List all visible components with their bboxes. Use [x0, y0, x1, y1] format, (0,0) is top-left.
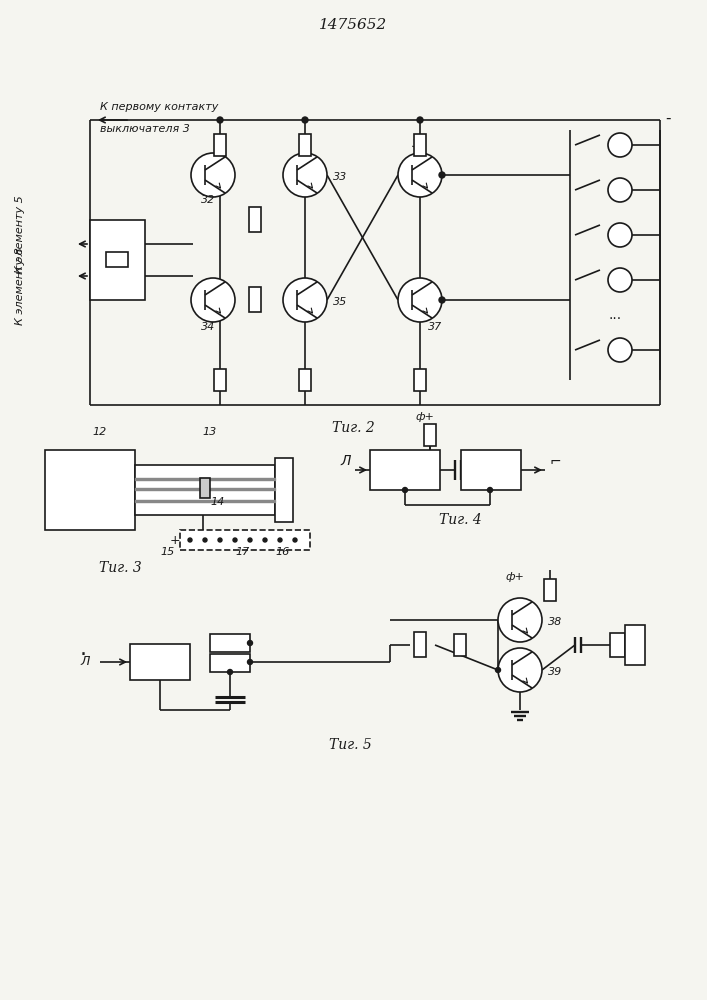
- Text: Τиг. 5: Τиг. 5: [329, 738, 371, 752]
- Circle shape: [233, 538, 237, 542]
- Text: ф+: ф+: [505, 572, 524, 582]
- Circle shape: [488, 488, 493, 492]
- Bar: [249, 287, 261, 312]
- Bar: [299, 369, 311, 391]
- Circle shape: [417, 117, 423, 123]
- Circle shape: [608, 133, 632, 157]
- Polygon shape: [625, 625, 645, 665]
- Circle shape: [203, 538, 207, 542]
- Circle shape: [496, 668, 501, 672]
- Text: 12: 12: [93, 427, 107, 437]
- Circle shape: [191, 153, 235, 197]
- Text: ф+: ф+: [415, 412, 434, 422]
- Text: 37: 37: [428, 322, 443, 332]
- Bar: [200, 478, 210, 498]
- Bar: [275, 458, 293, 522]
- Bar: [130, 644, 190, 680]
- Text: -: -: [665, 110, 670, 125]
- Text: 13: 13: [203, 427, 217, 437]
- Circle shape: [398, 278, 442, 322]
- Bar: [299, 134, 311, 156]
- Text: 16: 16: [275, 547, 289, 557]
- Text: 35: 35: [333, 297, 347, 307]
- Bar: [544, 579, 556, 601]
- Bar: [106, 252, 128, 267]
- Text: Л: Л: [80, 655, 89, 668]
- Circle shape: [248, 538, 252, 542]
- Bar: [135, 465, 275, 515]
- Circle shape: [398, 153, 442, 197]
- Text: 34: 34: [201, 322, 215, 332]
- Circle shape: [228, 670, 233, 674]
- Circle shape: [278, 538, 282, 542]
- Circle shape: [263, 538, 267, 542]
- Circle shape: [608, 338, 632, 362]
- Circle shape: [247, 641, 252, 646]
- Text: ...: ...: [609, 308, 621, 322]
- Circle shape: [293, 538, 297, 542]
- Bar: [210, 654, 250, 672]
- Bar: [214, 134, 226, 156]
- Bar: [210, 634, 250, 652]
- Text: 15: 15: [160, 547, 174, 557]
- Text: 17: 17: [235, 547, 250, 557]
- Text: ⌐: ⌐: [550, 454, 561, 468]
- Text: 1475652: 1475652: [319, 18, 387, 32]
- Bar: [414, 632, 426, 657]
- Text: 38: 38: [548, 617, 562, 627]
- Text: К элементу 5: К элементу 5: [15, 195, 25, 273]
- Circle shape: [247, 660, 252, 664]
- Bar: [180, 530, 310, 550]
- Circle shape: [191, 278, 235, 322]
- Bar: [45, 450, 135, 530]
- Circle shape: [402, 488, 407, 492]
- Bar: [454, 634, 466, 656]
- Bar: [424, 424, 436, 446]
- Circle shape: [302, 117, 308, 123]
- Circle shape: [283, 278, 327, 322]
- Text: 39: 39: [548, 667, 562, 677]
- Bar: [90, 220, 145, 300]
- Text: ·: ·: [80, 645, 87, 665]
- Bar: [414, 369, 426, 391]
- Text: 36: 36: [412, 139, 426, 149]
- Bar: [214, 369, 226, 391]
- Text: К элементу 8: К элементу 8: [15, 247, 25, 325]
- Circle shape: [498, 598, 542, 642]
- Circle shape: [608, 268, 632, 292]
- Bar: [610, 633, 625, 657]
- Circle shape: [283, 153, 327, 197]
- Circle shape: [608, 178, 632, 202]
- Circle shape: [439, 297, 445, 303]
- Text: 14: 14: [210, 497, 224, 507]
- Bar: [461, 450, 521, 490]
- Text: Τиг. 2: Τиг. 2: [332, 421, 375, 435]
- Bar: [249, 207, 261, 232]
- Bar: [370, 450, 440, 490]
- Text: Τиг. 4: Τиг. 4: [438, 513, 481, 527]
- Text: К первому контакту: К первому контакту: [100, 102, 218, 112]
- Text: +: +: [170, 534, 180, 546]
- Bar: [414, 134, 426, 156]
- Circle shape: [188, 538, 192, 542]
- Text: Τиг. 3: Τиг. 3: [98, 561, 141, 575]
- Circle shape: [439, 172, 445, 178]
- Text: 32: 32: [201, 195, 215, 205]
- Circle shape: [608, 223, 632, 247]
- Text: 33: 33: [333, 172, 347, 182]
- Circle shape: [498, 648, 542, 692]
- Circle shape: [217, 117, 223, 123]
- Text: Л: Л: [340, 454, 351, 468]
- Text: выключателя 3: выключателя 3: [100, 124, 190, 134]
- Circle shape: [218, 538, 222, 542]
